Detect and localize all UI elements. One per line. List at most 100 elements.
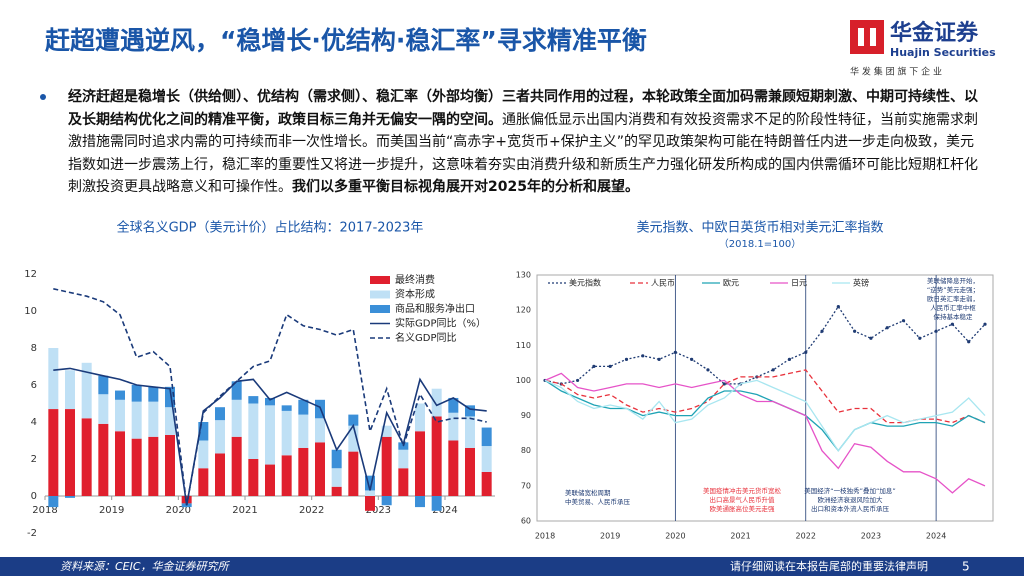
bar-segment <box>48 348 59 410</box>
bar-segment <box>381 425 392 437</box>
y-tick-label: 80 <box>521 446 531 455</box>
bar-segment <box>65 409 75 496</box>
plot-frame <box>536 274 994 522</box>
bar-segment <box>381 496 392 506</box>
legend-label: 欧元 <box>723 278 739 288</box>
chart-title: 全球名义GDP（美元计价）占比结构：2017-2023年 <box>117 220 424 236</box>
bar-segment <box>215 420 225 454</box>
logo-mark <box>850 20 884 54</box>
bar-segment <box>331 468 342 487</box>
annotation: 美联储宽松周期 <box>565 488 611 497</box>
bar-segment <box>281 455 292 496</box>
bar-segment <box>198 440 209 469</box>
bar-segment <box>231 399 242 437</box>
point-marker <box>641 354 645 358</box>
annotation: 人民币汇率中枢 <box>930 303 976 312</box>
bar-segment <box>81 362 92 419</box>
footer-source: 资料来源：CEIC，华金证券研究所 <box>60 560 231 573</box>
bar-segment <box>215 407 225 421</box>
x-tick-label: 2024 <box>926 532 946 541</box>
point-marker <box>608 364 612 368</box>
bar-segment <box>365 475 375 491</box>
bar-segment <box>65 496 75 498</box>
y-tick-label: 4 <box>31 417 37 428</box>
bar-segment <box>265 464 275 496</box>
bar-segment <box>231 381 242 400</box>
annotation: “逆势”美元走强； <box>927 285 979 294</box>
legend-label: 商品和服务净出口 <box>395 302 475 315</box>
point-marker <box>673 350 677 354</box>
annotation: 美国疫情冲击美元货币宽松 <box>703 486 782 495</box>
point-marker <box>575 378 580 383</box>
annotation: 欧美通胀高位美元走强 <box>710 504 776 513</box>
x-tick-label: 2018 <box>32 505 57 516</box>
footer-bar <box>0 557 1024 576</box>
bullet <box>40 94 46 100</box>
line-series <box>544 372 986 494</box>
bar-segment <box>448 440 459 496</box>
bar-segment <box>348 451 359 496</box>
point-marker <box>690 357 694 361</box>
logo-english: Huajin Securities <box>890 46 996 59</box>
point-marker <box>592 364 596 368</box>
paragraph-segment: 我们以多重平衡目标视角展开对2025年的分析和展望。 <box>292 179 639 195</box>
bar-segment <box>481 471 492 496</box>
bar-segment <box>415 431 425 496</box>
bar-segment <box>248 396 259 404</box>
bar-segment <box>98 423 109 496</box>
x-tick-label: 2023 <box>861 532 881 541</box>
y-tick-label: 8 <box>31 343 37 354</box>
point-marker <box>967 340 971 344</box>
bar-segment <box>481 427 492 447</box>
bar-segment <box>265 405 275 465</box>
bar-segment <box>348 425 359 452</box>
bar-segment <box>165 386 175 408</box>
point-marker <box>706 368 710 372</box>
point-marker <box>950 322 955 326</box>
x-tick-label: 2018 <box>535 532 555 541</box>
bar-segment <box>415 403 425 432</box>
bar-segment <box>198 468 209 496</box>
legend-label: 日元 <box>791 279 807 288</box>
x-tick-label: 2019 <box>600 532 620 541</box>
annotation: 中美贸易、人民币承压 <box>565 497 631 506</box>
annotation: 欧洲经济衰退风险加大 <box>818 495 884 504</box>
logo-cut <box>870 28 876 46</box>
y-tick-label: 12 <box>24 269 37 280</box>
annotation: 保持基本稳定 <box>934 312 974 321</box>
bar-segment <box>315 418 325 443</box>
bar-segment <box>431 416 442 496</box>
legend-label: 美元指数 <box>569 278 601 288</box>
bar-segment <box>148 386 159 402</box>
bar-segment <box>148 401 159 437</box>
logo-name: 华金证券 <box>890 20 979 46</box>
y-tick-label: 70 <box>521 481 531 490</box>
bar-segment <box>298 399 309 415</box>
bar-segment <box>215 453 225 496</box>
bar-segment <box>98 375 109 395</box>
bar-segment <box>315 442 325 496</box>
annotation: 出口和资本外流人民币承压 <box>811 504 890 513</box>
bar-segment <box>415 496 425 508</box>
bar-segment <box>448 412 459 441</box>
x-tick-label: 2020 <box>665 532 685 541</box>
bar-segment <box>298 414 309 448</box>
x-tick-label: 2020 <box>166 505 191 516</box>
bar-segment <box>131 385 142 402</box>
bar-segment <box>48 496 59 508</box>
bar-segment <box>115 431 125 496</box>
bar-segment <box>431 388 442 417</box>
bar-segment <box>281 405 292 411</box>
point-marker <box>657 357 661 361</box>
x-tick-label: 2019 <box>99 505 124 516</box>
legend-label: 最终消费 <box>395 273 435 286</box>
bar-segment <box>81 418 92 496</box>
line-series <box>53 288 487 506</box>
bar-segment <box>281 410 292 456</box>
bar-segment <box>331 449 342 469</box>
paragraph: 经济赶超是稳增长（供给侧）、优结构（需求侧）、稳汇率（外部均衡）三者共同作用的过… <box>68 86 978 199</box>
chart-title: 美元指数、中欧日英货币相对美元汇率指数 <box>636 220 883 236</box>
legend-swatch <box>370 276 390 284</box>
bar-segment <box>231 436 242 496</box>
